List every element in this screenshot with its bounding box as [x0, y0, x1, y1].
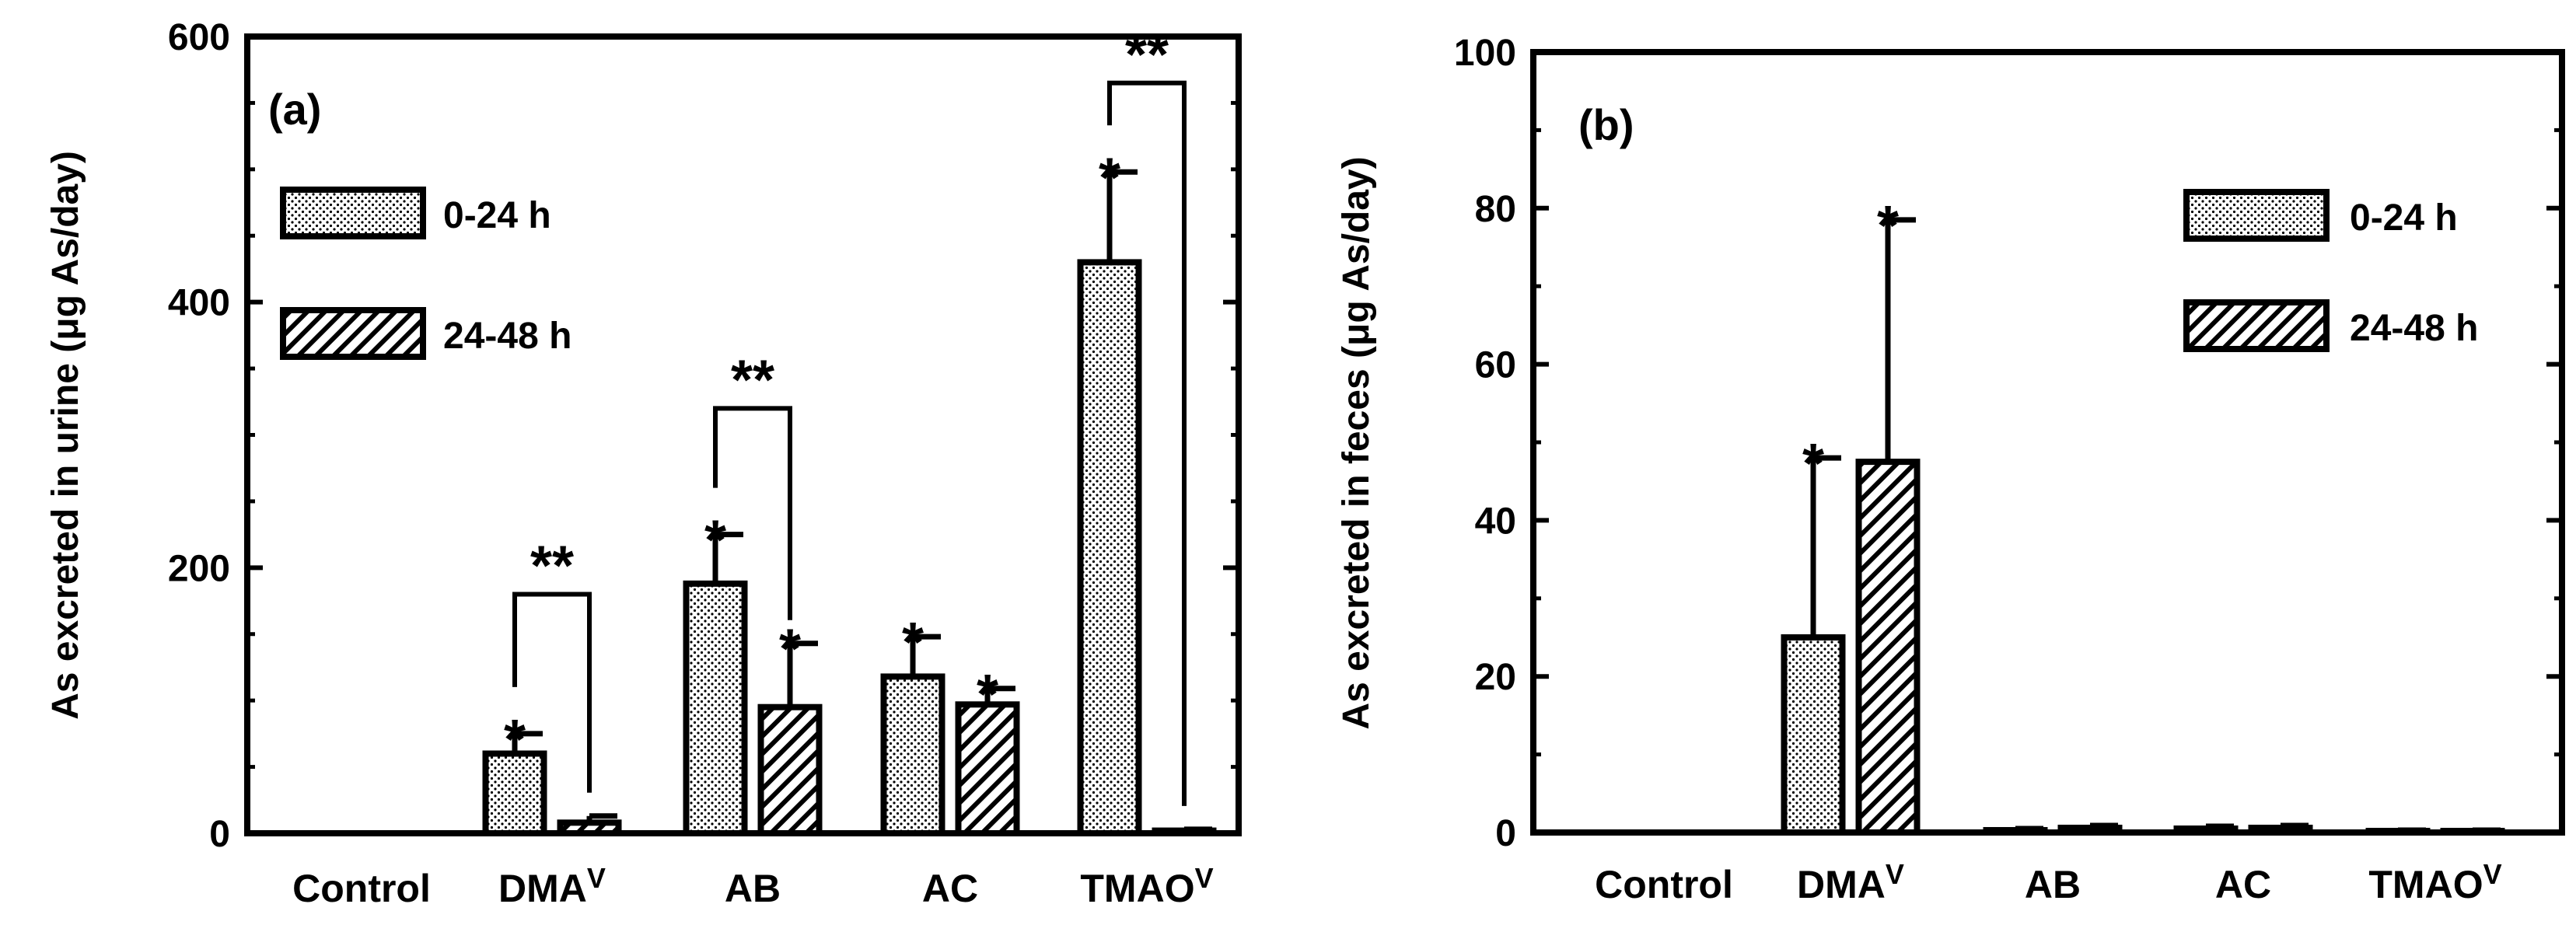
bar — [757, 703, 823, 836]
y-tick-label: 200 — [168, 548, 230, 589]
legend-label: 24-48 h — [443, 316, 571, 357]
y-tick-label: 600 — [168, 17, 230, 58]
legend-label: 0-24 h — [443, 195, 551, 236]
bar — [1077, 259, 1142, 836]
panel-label: (a) — [268, 85, 321, 134]
significance-star: * — [1802, 433, 1824, 495]
y-tick-label: 0 — [1495, 813, 1516, 854]
legend: 0-24 h 24-48 h — [2183, 189, 2478, 352]
y-tick-label: 20 — [1475, 657, 1516, 698]
bar — [2173, 825, 2239, 836]
significance-star: * — [977, 664, 998, 726]
significance-star: * — [504, 709, 526, 771]
comparison-stars: ** — [530, 536, 574, 598]
legend-label: 24-48 h — [2350, 308, 2478, 349]
bar — [880, 673, 945, 837]
x-tick-label: AB — [2025, 863, 2081, 906]
comparison-bracket — [1107, 80, 1187, 806]
x-tick-label: TMAOV — [2368, 858, 2501, 906]
x-tick-label: AB — [725, 867, 781, 910]
significance-star: * — [1877, 195, 1899, 257]
legend-swatch-dots — [2183, 189, 2330, 242]
y-tick-label: 400 — [168, 283, 230, 324]
legend-swatch-dots — [280, 187, 426, 239]
legend-swatch-hatch — [2183, 299, 2330, 352]
comparison-stars: ** — [731, 349, 774, 411]
bar — [2057, 824, 2123, 836]
x-tick-label: AC — [2215, 863, 2271, 906]
x-tick-label: DMAV — [1797, 858, 1904, 906]
plot-frame — [1530, 49, 2565, 836]
legend: 0-24 h 24-48 h — [280, 187, 571, 360]
y-tick-label: 0 — [209, 814, 230, 855]
y-tick-label: 40 — [1475, 501, 1516, 542]
comparison-bracket — [512, 592, 592, 793]
x-tick-label: Control — [1595, 863, 1733, 906]
x-tick-label: Control — [292, 867, 431, 910]
x-tick-label: DMAV — [498, 862, 606, 910]
bar — [2248, 824, 2313, 836]
significance-star: * — [902, 612, 924, 674]
y-axis-label: As excreted in urine (μg As/day) — [45, 151, 86, 720]
comparison-stars: ** — [1125, 24, 1169, 86]
y-tick-label: 80 — [1475, 189, 1516, 230]
panel-label: (b) — [1578, 100, 1634, 149]
bar — [1855, 459, 1921, 836]
y-axis-label: As excreted in feces (μg As/day) — [1336, 156, 1377, 729]
y-tick-label: 60 — [1475, 345, 1516, 386]
bar — [683, 580, 748, 836]
significance-star: * — [779, 619, 801, 681]
comparison-bracket — [713, 406, 792, 620]
x-tick-label: TMAOV — [1080, 862, 1213, 910]
bar — [557, 819, 622, 837]
panel-a-urine: As excreted in urine (μg As/day) (a) 0-2… — [45, 17, 1242, 910]
legend-label: 0-24 h — [2350, 197, 2458, 239]
y-tick-label: 100 — [1454, 33, 1516, 74]
significance-star: * — [1099, 147, 1120, 209]
legend-swatch-hatch — [280, 307, 426, 360]
significance-star: * — [704, 510, 726, 572]
x-tick-label: AC — [922, 867, 978, 910]
panel-b-feces: As excreted in feces (μg As/day) (b) 0-2… — [1336, 33, 2565, 906]
bar — [1781, 634, 1846, 836]
bar — [482, 750, 547, 836]
